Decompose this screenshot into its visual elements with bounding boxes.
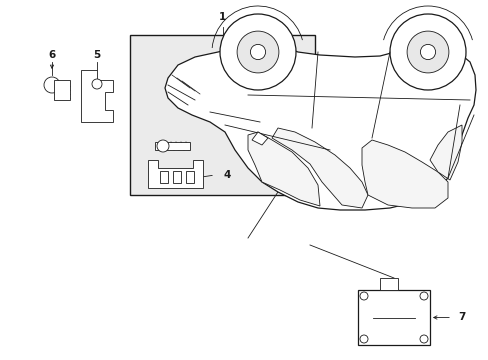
- Circle shape: [359, 335, 367, 343]
- Polygon shape: [271, 128, 367, 208]
- Circle shape: [420, 44, 435, 60]
- Polygon shape: [429, 125, 461, 180]
- Bar: [379, 278, 397, 290]
- Circle shape: [235, 99, 241, 105]
- Polygon shape: [231, 95, 269, 130]
- Bar: [160, 171, 168, 183]
- Circle shape: [407, 31, 448, 73]
- Text: 1: 1: [219, 12, 225, 22]
- Text: 2: 2: [194, 77, 201, 87]
- Bar: [173, 171, 181, 183]
- Circle shape: [220, 14, 295, 90]
- Polygon shape: [236, 130, 265, 158]
- Text: 7: 7: [457, 312, 465, 323]
- Circle shape: [299, 107, 309, 117]
- Circle shape: [294, 102, 314, 122]
- Polygon shape: [361, 140, 447, 208]
- Bar: [130, 35, 314, 195]
- Bar: [54, 80, 70, 100]
- Text: 6: 6: [48, 50, 56, 60]
- Polygon shape: [251, 132, 267, 145]
- Text: 5: 5: [93, 50, 101, 60]
- Circle shape: [92, 79, 102, 89]
- Circle shape: [419, 292, 427, 300]
- Bar: [185, 171, 194, 183]
- Bar: [155, 142, 190, 150]
- Circle shape: [389, 14, 465, 90]
- Bar: [357, 290, 429, 345]
- Circle shape: [237, 31, 278, 73]
- Circle shape: [235, 112, 241, 118]
- Circle shape: [419, 335, 427, 343]
- Circle shape: [44, 77, 60, 93]
- Text: 3: 3: [331, 107, 338, 117]
- Polygon shape: [81, 70, 113, 122]
- Polygon shape: [164, 44, 475, 210]
- Polygon shape: [247, 132, 319, 206]
- Circle shape: [157, 140, 169, 152]
- Polygon shape: [148, 160, 203, 188]
- Circle shape: [359, 292, 367, 300]
- Circle shape: [250, 44, 265, 60]
- Text: 4: 4: [223, 170, 230, 180]
